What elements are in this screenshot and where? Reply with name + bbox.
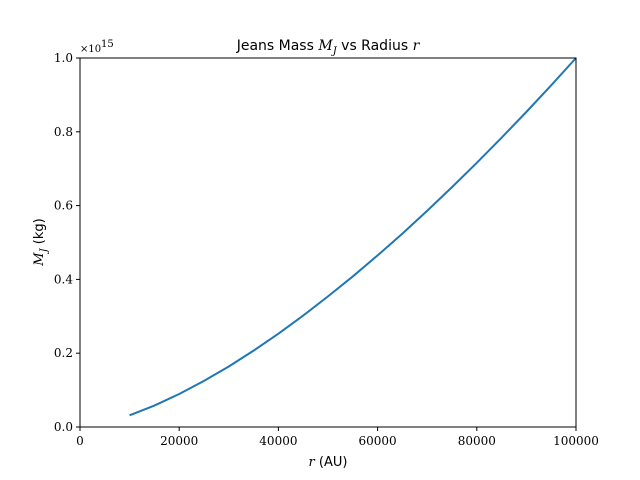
chart-title-prefix: Jeans Mass [236, 38, 319, 54]
chart-title: Jeans Mass MJ vs Radius r [236, 38, 421, 57]
y-tick-label: 0.6 [54, 199, 73, 213]
chart-title-math-m: M [317, 38, 333, 54]
y-axis-title: MJ (kg) [32, 218, 50, 266]
y-tick-label: 0.2 [54, 346, 73, 360]
chart-title-math-r: r [413, 38, 421, 54]
x-axis-title: r (AU) [309, 455, 348, 470]
y-axis-title-math-sub: J [39, 247, 50, 254]
x-tick-label: 100000 [553, 434, 599, 448]
y-axis-title-math: M [32, 252, 47, 267]
y-axis: 0.0 0.2 0.4 0.6 0.8 1.0 [54, 51, 80, 434]
y-axis-title-text: (kg) [32, 218, 47, 248]
y-offset-base: ×10 [80, 44, 101, 55]
chart-title-math-sub-j: J [331, 46, 338, 57]
x-tick-label: 40000 [259, 434, 297, 448]
x-axis-title-text: (AU) [315, 455, 348, 470]
y-tick-label: 1.0 [54, 51, 73, 65]
y-tick-label: 0.8 [54, 125, 73, 139]
x-tick-label: 20000 [160, 434, 198, 448]
chart-title-middle: vs Radius [337, 38, 413, 54]
x-axis-title-math: r [309, 455, 316, 470]
y-tick-label: 0.0 [54, 420, 73, 434]
y-tick-label: 0.4 [54, 272, 73, 286]
x-tick-label: 60000 [359, 434, 397, 448]
x-tick-label: 0 [76, 434, 84, 448]
x-axis: 0 20000 40000 60000 80000 100000 [76, 427, 599, 448]
y-offset-label: ×10 15 [80, 39, 114, 55]
y-offset-exponent: 15 [101, 39, 114, 50]
plot-area [129, 57, 577, 417]
series-line [129, 57, 577, 417]
x-tick-label: 80000 [458, 434, 496, 448]
plot-frame [79, 57, 577, 428]
